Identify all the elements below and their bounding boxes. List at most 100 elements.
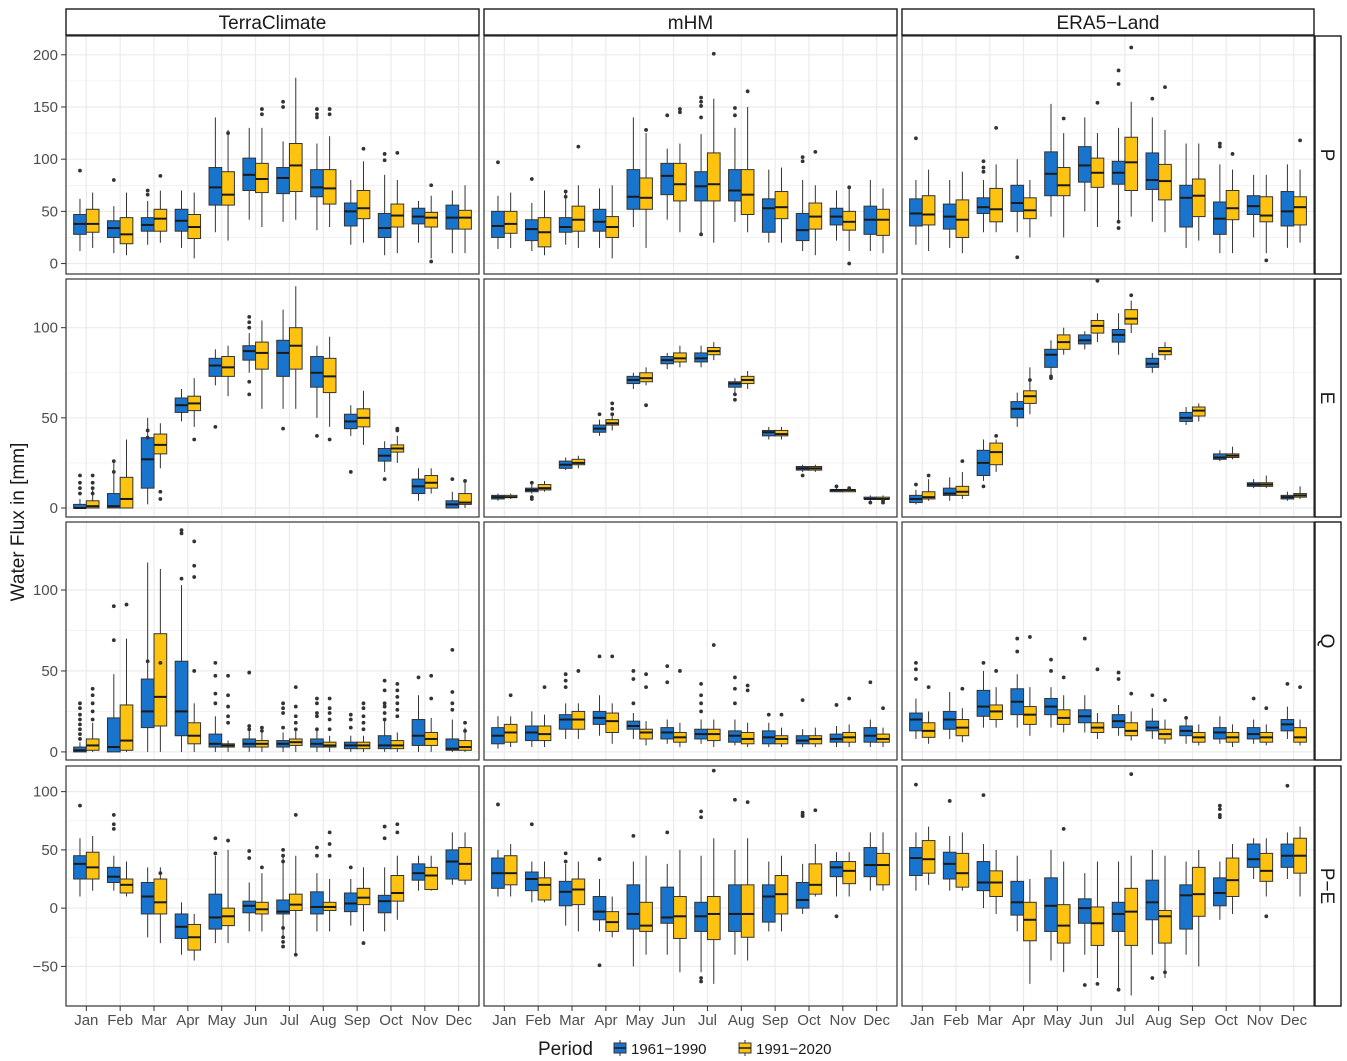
box-body — [1225, 857, 1240, 897]
outlier-point — [960, 686, 965, 691]
box-body — [1293, 727, 1307, 743]
box-feb-1961-1990 — [942, 477, 957, 501]
box-apr-1991-2020 — [1023, 180, 1037, 238]
box-apr-1961-1990 — [174, 902, 189, 955]
box-mar-1991-2020 — [989, 164, 1003, 233]
outlier-point — [361, 146, 366, 151]
outlier-point — [699, 976, 703, 980]
panel-p-terraclimate — [65, 35, 480, 275]
box-nov-1961-1990 — [829, 852, 844, 897]
outlier-point — [315, 714, 319, 719]
box-may-1961-1990 — [626, 713, 641, 739]
outlier-point — [563, 685, 568, 690]
outlier-point — [192, 539, 197, 544]
box-may-1961-1990 — [208, 349, 223, 386]
box-jun-1991-2020 — [1090, 133, 1105, 228]
outlier-point — [847, 696, 852, 701]
box-feb-1991-2020 — [119, 861, 134, 897]
box-feb-1961-1990 — [942, 835, 957, 891]
strip-box — [1314, 765, 1342, 1007]
outlier-point — [699, 809, 703, 814]
box-body — [863, 847, 878, 878]
outlier-point — [124, 602, 129, 607]
box-body — [976, 861, 991, 892]
panel-p-era5-land-background — [902, 36, 1314, 274]
x-tick-label: Mar — [141, 1012, 167, 1029]
outlier-point — [1116, 82, 1121, 86]
box-body — [208, 893, 223, 930]
box-apr-1991-2020 — [605, 703, 620, 744]
panel-q-mhm-border — [483, 521, 898, 761]
box-jul-1991-2020 — [706, 719, 721, 748]
outlier-point — [1095, 981, 1100, 986]
box-nov-1991-2020 — [1259, 475, 1274, 489]
box-sep-1991-2020 — [356, 735, 371, 752]
box-jul-1961-1990 — [694, 345, 708, 368]
panel-q-era5-land — [901, 521, 1315, 761]
box-aug-1961-1990 — [310, 873, 324, 932]
box-nov-1961-1990 — [411, 855, 426, 891]
y-tick-label: 100 — [33, 320, 58, 337]
box-may-1991-2020 — [221, 345, 235, 397]
box-mar-1991-2020 — [989, 439, 1003, 472]
outlier-point — [508, 693, 513, 698]
box-body — [1225, 189, 1240, 221]
box-jun-1961-1990 — [242, 333, 257, 373]
legend-label-1991-2020: 1991−2020 — [756, 1041, 832, 1058]
outlier-point — [1298, 685, 1302, 690]
box-body — [706, 895, 721, 941]
outlier-point — [745, 683, 750, 688]
outlier-point — [868, 680, 873, 685]
outlier-point — [733, 106, 737, 110]
box-aug-1991-2020 — [1158, 129, 1172, 233]
strip-label: E — [1316, 392, 1337, 405]
box-sep-1961-1990 — [1179, 407, 1193, 426]
outlier-point — [542, 685, 547, 690]
box-sep-1991-2020 — [356, 161, 371, 243]
y-tick-label: 200 — [33, 47, 58, 64]
outlier-point — [463, 720, 467, 725]
strip-box — [483, 8, 898, 36]
outlier-point — [281, 944, 285, 949]
outlier-point — [281, 105, 285, 109]
x-axis-terraclimate: Jan Feb Mar Apr May Jun Jul Aug Sep Oct Nov Dec — [74, 1006, 473, 1029]
box-body — [1158, 163, 1172, 201]
outlier-point — [78, 168, 82, 173]
box-oct-1991-2020 — [808, 727, 823, 748]
box-body — [592, 208, 607, 232]
box-body — [673, 895, 687, 939]
box-body — [221, 171, 235, 206]
x-tick-label: Aug — [310, 1012, 337, 1029]
box-body — [1023, 197, 1037, 220]
outlier-point — [1251, 696, 1256, 701]
outlier-point — [563, 194, 568, 199]
box-body — [1179, 884, 1193, 930]
outlier-point — [226, 720, 230, 725]
outlier-point — [361, 727, 366, 732]
outlier-point — [813, 149, 818, 154]
outlier-point — [644, 403, 648, 408]
outlier-point — [315, 115, 319, 120]
x-tick-label: Jan — [492, 1012, 516, 1029]
box-feb-1961-1990 — [106, 855, 121, 891]
outlier-point — [665, 664, 670, 668]
outlier-point — [293, 727, 298, 732]
box-oct-1961-1990 — [795, 464, 810, 472]
box-mar-1961-1990 — [558, 703, 573, 739]
outlier-point — [395, 151, 400, 155]
strip-label: mHM — [668, 13, 713, 34]
box-body — [605, 712, 620, 733]
legend-title: Period — [538, 1039, 593, 1060]
box-body — [458, 493, 472, 505]
outlier-point — [90, 693, 95, 698]
box-jul-1991-2020 — [288, 729, 303, 752]
box-aug-1991-2020 — [1158, 855, 1172, 979]
box-body — [955, 199, 970, 238]
box-body — [909, 712, 923, 732]
outlier-point — [382, 717, 387, 722]
outlier-point — [699, 693, 703, 698]
box-oct-1961-1990 — [377, 719, 392, 752]
strip-label: P — [1316, 149, 1337, 162]
strip-label: P−E — [1316, 868, 1337, 904]
box-feb-1991-2020 — [955, 832, 970, 891]
